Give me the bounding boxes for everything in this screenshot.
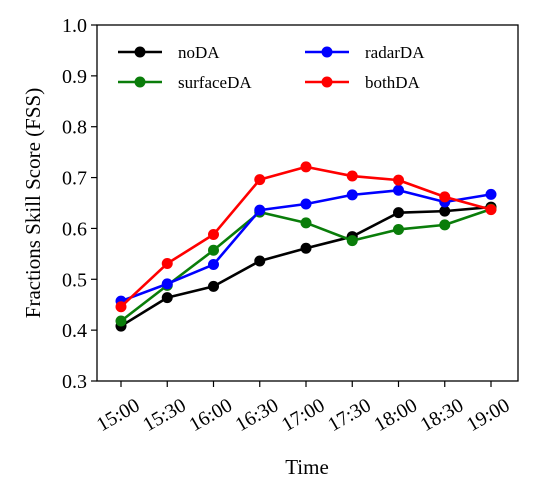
y-tick-label: 0.8 (62, 117, 87, 139)
legend: noDA surfaceDA radarDA bothDA (118, 43, 425, 92)
y-axis: 0.3 0.4 0.5 0.6 0.7 0.8 0.9 1.0 (62, 15, 97, 393)
series-bothDA (115, 161, 497, 313)
x-tick-label: 17:30 (324, 394, 374, 436)
data-point (485, 188, 497, 200)
legend-label: surfaceDA (178, 73, 252, 92)
data-point (439, 191, 451, 203)
x-tick-label: 15:30 (139, 394, 189, 436)
y-tick-label: 0.9 (62, 66, 87, 88)
y-tick-label: 0.6 (62, 218, 87, 240)
legend-item-bothDA: bothDA (305, 73, 421, 92)
x-tick-label: 16:00 (186, 394, 236, 436)
x-axis: 15:0015:3016:0016:3017:0017:3018:0018:30… (93, 381, 514, 436)
data-point (115, 315, 127, 327)
series-surfaceDA (115, 203, 497, 327)
data-point (254, 204, 266, 216)
legend-marker (321, 46, 333, 58)
data-point (346, 170, 358, 182)
x-tick-label: 15:00 (93, 394, 143, 436)
y-axis-label: Fractions Skill Score (FSS) (21, 88, 45, 318)
legend-label: bothDA (365, 73, 421, 92)
legend-item-radarDA: radarDA (305, 43, 425, 62)
x-tick-label: 17:00 (278, 394, 328, 436)
data-point (393, 223, 404, 235)
data-point (208, 280, 219, 292)
data-point (346, 189, 358, 201)
y-tick-label: 0.5 (62, 269, 87, 291)
data-point (300, 242, 312, 254)
legend-label: noDA (178, 43, 220, 62)
data-point (208, 244, 219, 256)
legend-label: radarDA (365, 43, 425, 62)
data-point (300, 161, 312, 173)
data-point (161, 258, 173, 270)
plot-frame (96, 24, 519, 382)
legend-marker (321, 76, 333, 88)
data-point (439, 205, 451, 217)
data-point (161, 278, 173, 290)
y-tick-label: 1.0 (62, 15, 87, 37)
data-point (393, 184, 404, 196)
legend-marker (134, 76, 146, 88)
data-point (208, 229, 219, 241)
data-point (300, 198, 312, 210)
data-point (208, 259, 219, 271)
x-tick-label: 16:30 (232, 394, 282, 436)
data-point (439, 219, 451, 231)
legend-marker (134, 46, 146, 58)
x-axis-label: Time (285, 455, 329, 479)
data-point (346, 235, 358, 247)
series-layer (115, 161, 497, 332)
data-point (393, 174, 404, 186)
y-tick-label: 0.3 (62, 371, 87, 393)
x-tick-label: 18:00 (371, 394, 421, 436)
y-tick-label: 0.4 (62, 320, 87, 342)
data-point (254, 174, 266, 186)
legend-item-surfaceDA: surfaceDA (118, 73, 252, 92)
data-point (485, 204, 497, 216)
data-point (254, 255, 266, 267)
data-point (393, 207, 404, 219)
x-tick-label: 18:30 (417, 394, 467, 436)
plot-area (96, 24, 519, 382)
data-point (161, 292, 173, 304)
legend-item-noDA: noDA (118, 43, 220, 62)
data-point (115, 301, 127, 313)
series-line (120, 165, 492, 308)
series-radarDA (115, 184, 497, 307)
x-tick-label: 19:00 (463, 394, 513, 436)
data-point (300, 217, 312, 229)
y-tick-label: 0.7 (62, 168, 87, 190)
